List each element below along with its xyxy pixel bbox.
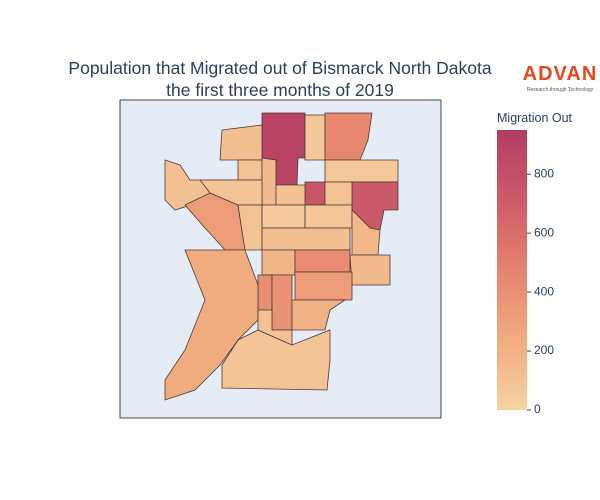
- region: [294, 249, 351, 273]
- chart-title: the first three months of 2019: [166, 80, 394, 100]
- region: [257, 274, 273, 311]
- regions: [164, 112, 399, 401]
- colorbar: [497, 130, 527, 410]
- region: [261, 227, 351, 251]
- region: [351, 209, 381, 256]
- logo-name: ADVAN: [523, 63, 598, 85]
- region: [261, 204, 306, 229]
- colorbar-tick-label: 0: [534, 402, 541, 416]
- region: [261, 249, 296, 276]
- colorbar-tick-label: 200: [534, 343, 554, 357]
- region: [291, 299, 347, 331]
- region: [275, 184, 306, 206]
- colorbar-tick-label: 600: [534, 225, 554, 239]
- region: [304, 204, 353, 229]
- colorbar-title: Migration Out: [497, 111, 573, 125]
- region: [164, 249, 259, 401]
- colorbar-tick-label: 400: [534, 284, 554, 298]
- region: [324, 112, 373, 161]
- region: [237, 159, 263, 181]
- region: [324, 159, 399, 183]
- region: [294, 271, 353, 301]
- chart-title: Population that Migrated out of Bismarck…: [68, 58, 491, 78]
- region: [304, 181, 326, 206]
- logo-tagline: Research through Technology: [527, 87, 594, 93]
- region: [257, 309, 293, 346]
- region: [261, 157, 277, 206]
- region: [271, 274, 293, 331]
- colorbar-tick-label: 800: [534, 166, 554, 180]
- region: [219, 124, 263, 161]
- region: [349, 254, 391, 286]
- region: [304, 114, 326, 161]
- region: [324, 181, 353, 206]
